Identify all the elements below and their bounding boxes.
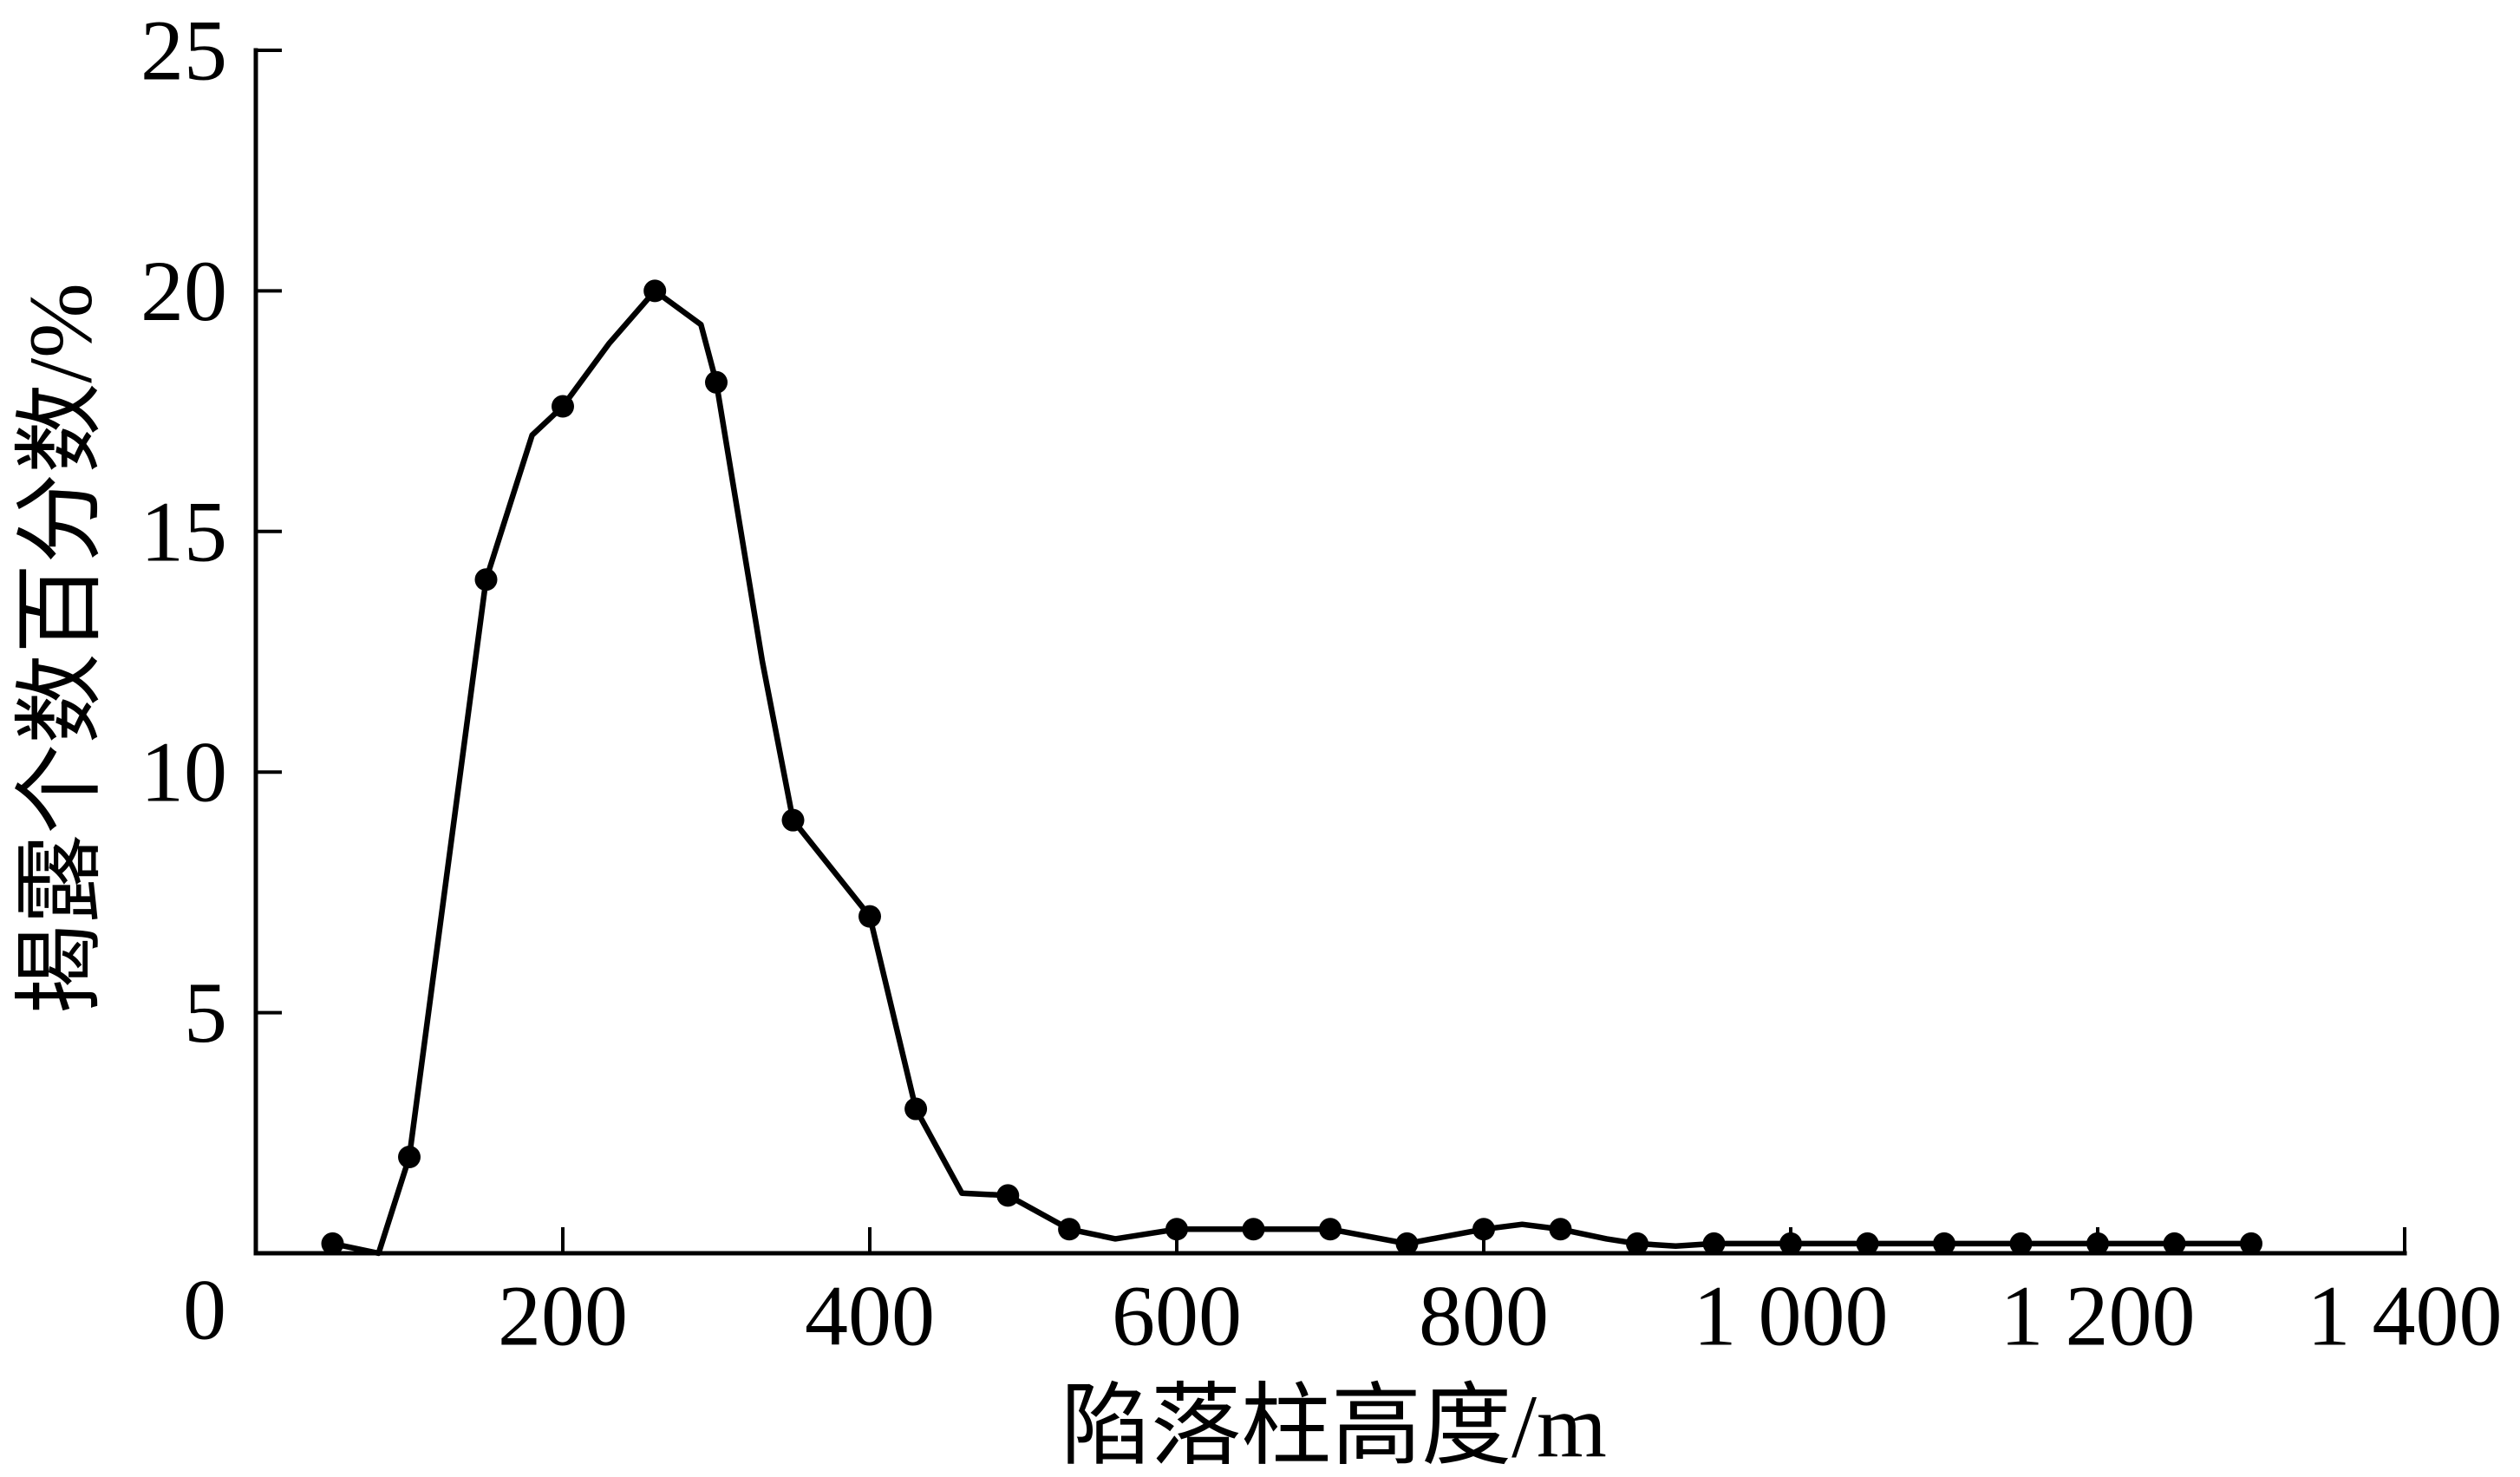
- tick-marks: [256, 49, 2406, 1253]
- x-tick-label: 1 200: [2001, 1268, 2196, 1364]
- axes: [253, 48, 2407, 1256]
- data-point: [1242, 1218, 1265, 1241]
- series-line: [330, 288, 2255, 1257]
- data-point: [1702, 1232, 1726, 1255]
- data-point: [904, 1097, 928, 1121]
- y-tick-label: 15: [140, 483, 227, 579]
- y-tick-label: 10: [140, 724, 227, 820]
- x-tick-label: 200: [498, 1268, 628, 1364]
- y-tick-label: 5: [184, 964, 227, 1061]
- x-axis-title: 陷落柱高度/m: [1061, 1377, 1607, 1477]
- data-point: [2086, 1232, 2109, 1255]
- tick-labels: 200 400 600 800 1 000 1 200 1 400 5 10 15 20 25: [140, 3, 2503, 1364]
- data-point: [1933, 1232, 1955, 1255]
- x-tick-label: 800: [1419, 1268, 1549, 1364]
- data-point: [1319, 1218, 1342, 1241]
- data-point: [1165, 1218, 1188, 1241]
- data-point: [1856, 1232, 1879, 1255]
- data-point: [1626, 1232, 1648, 1255]
- data-point: [2009, 1232, 2033, 1255]
- data-point: [1472, 1218, 1495, 1241]
- data-point: [552, 395, 574, 418]
- x-tick-label: 1 400: [2308, 1268, 2503, 1364]
- y-axis-title: 揭露个数百分数/%: [11, 283, 111, 1015]
- data-point: [1058, 1218, 1081, 1241]
- data-point: [1549, 1218, 1572, 1241]
- x-tick-label: 400: [805, 1268, 935, 1364]
- data-point: [321, 1232, 344, 1255]
- y-tick-label: 25: [140, 3, 227, 99]
- data-point: [1395, 1232, 1419, 1255]
- data-point: [398, 1146, 421, 1169]
- data-point: [996, 1184, 1020, 1207]
- x-tick-label: 1 000: [1694, 1268, 1889, 1364]
- data-point: [2163, 1232, 2186, 1255]
- data-point: [2240, 1232, 2262, 1255]
- origin-tick-label: 0: [183, 1262, 226, 1358]
- data-point: [643, 279, 667, 303]
- data-point: [1779, 1232, 1802, 1255]
- data-point: [858, 905, 881, 928]
- data-point: [781, 808, 805, 832]
- y-tick-label: 20: [140, 243, 227, 339]
- data-point: [474, 568, 498, 591]
- data-series: [321, 279, 2262, 1257]
- data-point: [705, 370, 728, 394]
- x-tick-label: 600: [1112, 1268, 1242, 1364]
